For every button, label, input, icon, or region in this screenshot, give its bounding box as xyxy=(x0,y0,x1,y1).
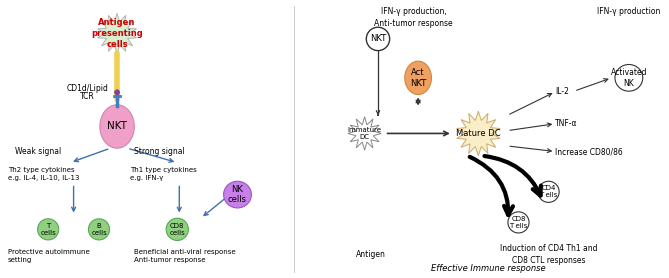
Text: B
cells: B cells xyxy=(91,223,107,236)
Text: TNF-α: TNF-α xyxy=(555,119,578,128)
Text: Protective autoimmune
setting: Protective autoimmune setting xyxy=(8,249,90,263)
Polygon shape xyxy=(98,13,136,53)
Ellipse shape xyxy=(508,212,529,233)
Text: Immature
DC: Immature DC xyxy=(348,127,381,140)
Text: Weak signal: Weak signal xyxy=(15,147,61,156)
Text: Antigen: Antigen xyxy=(357,250,386,259)
Text: Increase CD80/86: Increase CD80/86 xyxy=(555,147,623,156)
Ellipse shape xyxy=(615,64,643,91)
Text: CD8
T ells: CD8 T ells xyxy=(509,216,528,229)
Ellipse shape xyxy=(405,61,432,95)
Text: Effective Immune response: Effective Immune response xyxy=(431,264,546,273)
Text: Activated
NK: Activated NK xyxy=(611,68,647,88)
Text: Act
NKT: Act NKT xyxy=(410,68,426,88)
Ellipse shape xyxy=(166,218,189,240)
Text: Induction of CD4 Th1 and
CD8 CTL responses: Induction of CD4 Th1 and CD8 CTL respons… xyxy=(500,244,597,265)
Text: CD1d/Lipid: CD1d/Lipid xyxy=(67,84,109,93)
Ellipse shape xyxy=(114,90,120,95)
Text: Strong signal: Strong signal xyxy=(134,147,185,156)
Polygon shape xyxy=(348,117,381,150)
Ellipse shape xyxy=(100,105,134,148)
Text: IFN-γ production: IFN-γ production xyxy=(597,7,660,16)
Text: TCR: TCR xyxy=(80,92,95,101)
Text: CD8
cells: CD8 cells xyxy=(169,223,185,236)
Text: IFN-γ production,
Anti-tumor response: IFN-γ production, Anti-tumor response xyxy=(374,7,453,28)
Ellipse shape xyxy=(88,219,110,240)
Ellipse shape xyxy=(223,181,252,208)
Ellipse shape xyxy=(538,181,559,202)
Ellipse shape xyxy=(367,27,389,51)
Text: IL-2: IL-2 xyxy=(555,87,569,96)
Text: Mature DC: Mature DC xyxy=(456,129,500,138)
Polygon shape xyxy=(457,111,500,156)
Text: NKT: NKT xyxy=(107,121,127,131)
Text: Beneficial anti-viral response
Anti-tumor response: Beneficial anti-viral response Anti-tumo… xyxy=(134,249,235,263)
Text: Th1 type cytokines
e.g. IFN-γ: Th1 type cytokines e.g. IFN-γ xyxy=(130,167,197,181)
Text: Antigen
presenting
cells: Antigen presenting cells xyxy=(91,18,143,49)
Text: NK
cells: NK cells xyxy=(228,185,247,204)
Text: NKT: NKT xyxy=(370,34,386,43)
Text: CD4
T ells: CD4 T ells xyxy=(539,185,558,198)
Text: Th2 type cytokines
e.g. IL-4, IL-10, IL-13: Th2 type cytokines e.g. IL-4, IL-10, IL-… xyxy=(8,167,80,181)
Text: T
cells: T cells xyxy=(40,223,56,236)
Ellipse shape xyxy=(37,219,59,240)
